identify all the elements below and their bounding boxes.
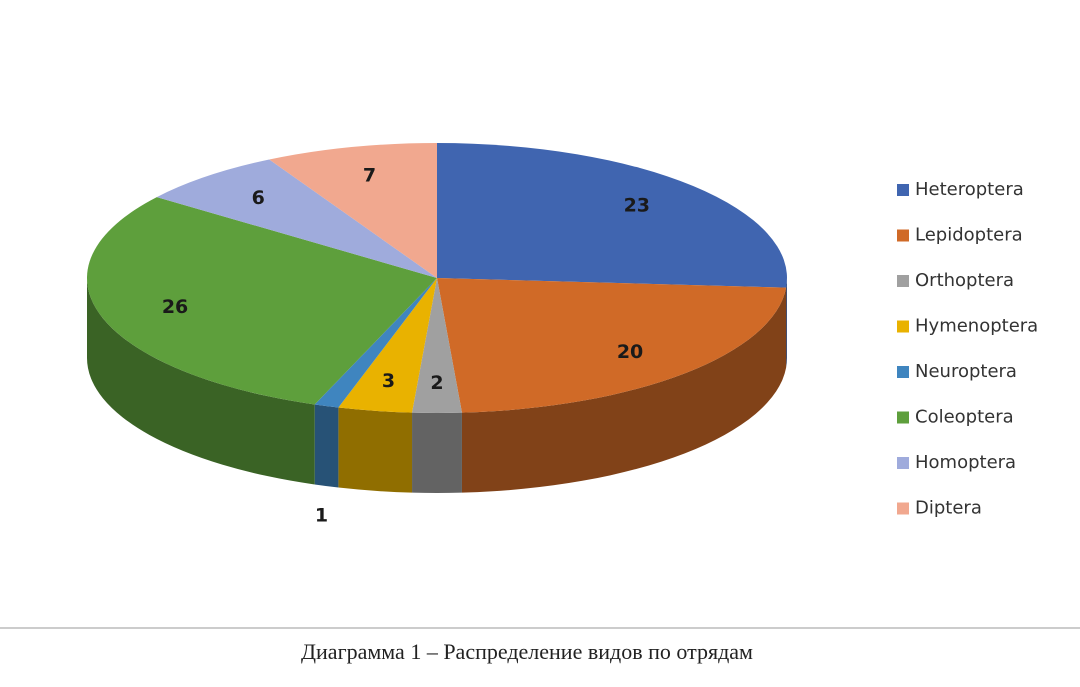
slice [269, 143, 437, 278]
data-label: 26 [162, 296, 188, 318]
legend-label: Lepidoptera [915, 225, 1023, 246]
legend-swatch [897, 457, 909, 469]
legend-swatch [897, 275, 909, 287]
data-label: 7 [363, 164, 376, 186]
legend-label: Neuroptera [915, 361, 1017, 382]
slice-side [412, 412, 462, 493]
data-label: 2 [430, 372, 443, 394]
legend-swatch [897, 502, 909, 515]
slice-side [786, 278, 787, 368]
legend-swatch [897, 229, 909, 242]
slice [314, 278, 437, 408]
slice [338, 278, 437, 413]
slice [156, 159, 438, 278]
legend-label: Heteroptera [915, 179, 1024, 200]
data-label: 6 [252, 187, 265, 209]
legend-label: Coleoptera [915, 407, 1014, 428]
slice [437, 143, 787, 288]
legend-label: Hymenoptera [915, 316, 1038, 337]
chart-title: Диаграмма 1 – Распределение видов по отр… [301, 639, 753, 664]
legend-swatch [897, 184, 909, 196]
slice-side [461, 287, 787, 493]
legend-swatch [897, 366, 909, 378]
legend-label: Diptera [915, 498, 982, 519]
data-label: 23 [624, 195, 650, 217]
data-label: 20 [617, 341, 643, 363]
legend-swatch [897, 411, 909, 424]
slice-side [314, 404, 339, 488]
slice-side [338, 407, 413, 493]
slice [437, 278, 787, 413]
slice [87, 197, 438, 405]
slice [412, 278, 462, 413]
legend-label: Homoptera [915, 452, 1016, 473]
legend-swatch [897, 320, 909, 333]
data-label: 1 [315, 505, 328, 527]
slice-side [86, 278, 315, 485]
data-label: 3 [382, 370, 395, 392]
legend-label: Orthoptera [915, 270, 1014, 291]
